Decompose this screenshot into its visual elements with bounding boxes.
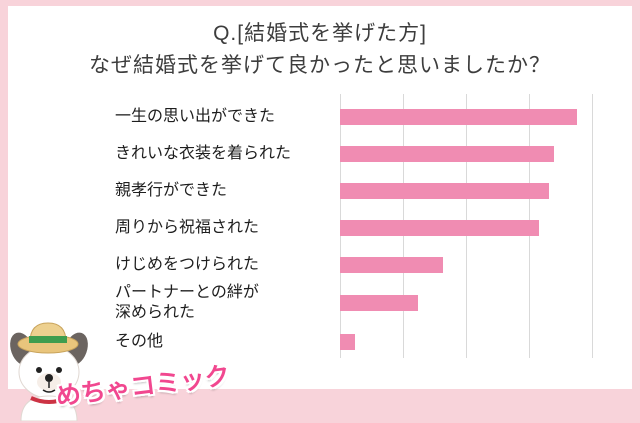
bar: [340, 108, 577, 125]
category-label: 一生の思い出ができた: [115, 107, 276, 125]
chart-row: けじめをつけられた: [8, 246, 632, 283]
chart-row: 一生の思い出ができた: [8, 98, 632, 135]
chart-row: その他: [8, 323, 632, 360]
bar: [340, 333, 356, 350]
category-label: 周りから祝福された: [115, 218, 260, 236]
bar-area: [340, 256, 592, 273]
category-label: パートナーとの絆が 深められた: [115, 284, 259, 321]
bar-area: [340, 219, 592, 236]
category-label: けじめをつけられた: [115, 255, 260, 273]
bar-area: [340, 333, 592, 350]
category-label: 親孝行ができた: [115, 181, 228, 199]
dog-mascot-icon: [10, 322, 88, 421]
bar-chart: 一生の思い出ができた きれいな衣装を着られた 親孝行ができた周りから祝福された けじめ…: [8, 94, 632, 360]
bar-area: [340, 295, 592, 311]
gridline: [592, 94, 593, 358]
mechacomic-logo: めちゃコミック: [0, 303, 231, 423]
bar: [340, 219, 540, 236]
chart-title: Q.[結婚式を挙げた方] なぜ結婚式を挙げて良かったと思いましたか？: [8, 6, 632, 82]
bar-area: [340, 108, 592, 125]
chart-row: パートナーとの絆が 深められた: [8, 283, 632, 323]
bar: [340, 145, 555, 162]
title-line-1: Q.[結婚式を挙げた方]: [213, 22, 427, 45]
bar-area: [340, 145, 592, 162]
bar-area: [340, 182, 592, 199]
chart-row: 親孝行ができた: [8, 172, 632, 209]
bar: [340, 295, 419, 311]
chart-row: きれいな衣装を着られた: [8, 135, 632, 172]
bar: [340, 182, 550, 199]
chart-row: 周りから祝福された: [8, 209, 632, 246]
category-label: きれいな衣装を着られた: [115, 144, 292, 162]
title-line-2: なぜ結婚式を挙げて良かったと思いましたか？: [89, 54, 551, 77]
bar: [340, 256, 444, 273]
chart-panel: Q.[結婚式を挙げた方] なぜ結婚式を挙げて良かったと思いましたか？ 一生の思い…: [8, 6, 632, 389]
category-label: その他: [115, 332, 164, 350]
